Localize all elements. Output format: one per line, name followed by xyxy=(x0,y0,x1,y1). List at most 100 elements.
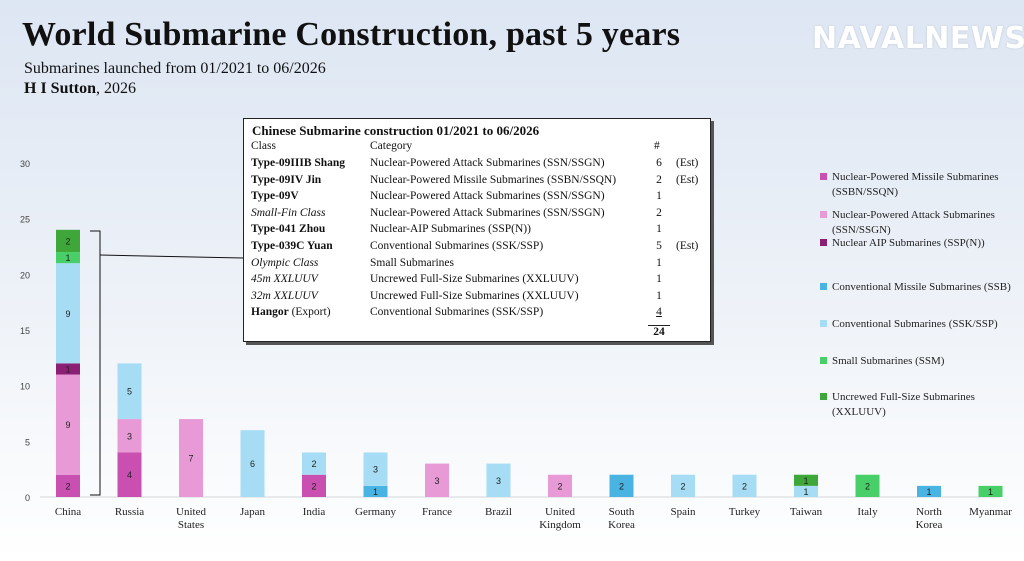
page-title: World Submarine Construction, past 5 yea… xyxy=(22,16,681,53)
submarine-count: 1 xyxy=(656,273,662,286)
byline-year: , 2026 xyxy=(96,80,137,97)
submarine-category: Nuclear-Powered Attack Submarines (SSN/S… xyxy=(370,206,605,219)
data-label: 2 xyxy=(619,481,624,491)
data-label: 1 xyxy=(803,487,808,497)
column-header-class: Class xyxy=(251,140,276,152)
bar-segment-ssn xyxy=(425,463,449,497)
bar-segment-ssk xyxy=(240,430,265,497)
byline: H I Sutton, 2026 xyxy=(24,80,136,98)
submarine-category: Nuclear-Powered Missile Submarines (SSBN… xyxy=(370,173,617,186)
bar-segment-xluuv xyxy=(56,229,80,253)
x-tick-label: Kingdom xyxy=(539,519,581,531)
data-label: 2 xyxy=(865,481,870,491)
legend-label: Nuclear-Powered Missile Submarines (SSBN… xyxy=(832,171,999,198)
x-tick-label: Brazil xyxy=(485,506,512,518)
x-tick-label: China xyxy=(55,506,81,518)
bar-segment-ssk xyxy=(56,263,80,364)
data-label: 2 xyxy=(65,481,70,491)
data-label: 2 xyxy=(742,481,747,491)
x-tick-label: Turkey xyxy=(729,506,761,518)
submarine-count: 1 xyxy=(656,256,662,269)
table-row: Type-039C Yuan Conventional Submarines (S… xyxy=(244,240,710,256)
legend-label: Nuclear-Powered Attack Submarines (SSN/S… xyxy=(832,209,995,236)
submarine-class-name: Olympic Class xyxy=(251,256,319,269)
submarine-class: 45m XXLUUV xyxy=(251,273,318,285)
data-label: 3 xyxy=(127,431,132,441)
data-label: 1 xyxy=(988,487,993,497)
legend-label: Small Submarines (SSM) xyxy=(832,355,945,367)
bar-segment-ssb xyxy=(609,474,634,497)
submarine-count: 1 xyxy=(656,223,662,236)
data-label: 3 xyxy=(373,465,378,475)
bar-segment-ssn xyxy=(179,419,203,497)
submarine-class-name: Type-09IV Jin xyxy=(251,173,322,186)
china-bracket xyxy=(90,230,101,496)
submarine-class: Type-039C Yuan xyxy=(251,240,333,252)
submarine-class-name: Type-039C Yuan xyxy=(251,240,333,252)
submarine-class-name: Small-Fin Class xyxy=(251,206,326,219)
legend-label: Uncrewed Full-Size Submarines (XXLUUV) xyxy=(832,391,975,418)
table-row: 32m XXLUUV Uncrewed Full-Size Submarines … xyxy=(244,290,710,306)
submarine-class-name: Type-09IIIB Shang xyxy=(251,157,346,169)
y-tick-label: 25 xyxy=(20,215,30,225)
data-label: 3 xyxy=(496,476,501,486)
submarine-class-name: Type-09V xyxy=(251,190,299,203)
x-tick-label: United xyxy=(176,506,206,518)
x-tick-label: France xyxy=(422,506,452,518)
submarine-count: 6 xyxy=(656,157,662,169)
data-label: 9 xyxy=(65,309,70,319)
table-row: Small-Fin Class Nuclear-Powered Attack Su… xyxy=(244,207,710,223)
submarine-count: 4 xyxy=(656,306,662,319)
x-tick-label: Taiwan xyxy=(790,506,823,518)
submarine-class: Type-041 Zhou xyxy=(251,223,325,235)
y-tick-label: 5 xyxy=(25,437,30,447)
submarine-class: Olympic Class xyxy=(251,257,318,269)
x-tick-label: Spain xyxy=(670,506,696,518)
submarine-class-name: Hangor xyxy=(251,306,289,319)
data-label: 1 xyxy=(926,487,931,497)
data-label: 7 xyxy=(188,454,193,464)
bar-segment-ssk xyxy=(732,474,757,497)
y-tick-label: 0 xyxy=(25,493,30,503)
column-header-category: Category xyxy=(370,140,413,152)
submarine-count: 2 xyxy=(656,206,662,219)
submarine-count: 5 xyxy=(656,240,662,252)
submarine-class-suffix: (Export) xyxy=(288,306,331,319)
data-label: 2 xyxy=(557,481,562,491)
x-tick-label: India xyxy=(303,506,326,518)
data-label: 2 xyxy=(311,481,316,491)
bar-segment-ssk xyxy=(363,452,388,486)
legend-swatch xyxy=(820,357,827,364)
bar-segment-ssn xyxy=(117,419,142,453)
legend-swatch xyxy=(820,320,827,327)
submarine-count: 1 xyxy=(656,190,662,203)
bar-segment-ssm xyxy=(56,252,80,264)
data-label: 1 xyxy=(373,487,378,497)
china-construction-table: Chinese Submarine construction 01/2021 t… xyxy=(243,118,711,342)
data-label: 6 xyxy=(250,459,255,469)
table-title: Chinese Submarine construction 01/2021 t… xyxy=(252,123,540,138)
legend-swatch xyxy=(820,393,827,400)
bar-segment-ssbn xyxy=(56,474,80,497)
bar-segment-ssm xyxy=(855,474,880,497)
bar-segment-ssk xyxy=(486,463,511,497)
submarine-class: Small-Fin Class xyxy=(251,207,325,219)
bar-segment-ssb xyxy=(363,485,388,497)
submarine-category: Small Submarines xyxy=(370,256,455,269)
data-label: 1 xyxy=(65,253,70,263)
estimate-note: (Est) xyxy=(676,173,699,186)
y-tick-label: 30 xyxy=(20,159,30,169)
bar-segment-ssm xyxy=(978,485,1003,497)
x-tick-label: Korea xyxy=(608,519,635,531)
x-tick-label: States xyxy=(178,519,204,531)
estimate-note: (Est) xyxy=(676,157,699,169)
submarine-category: Nuclear-AIP Submarines (SSP(N)) xyxy=(370,223,531,236)
table-row: Olympic Class Small Submarines 1 xyxy=(244,257,710,273)
legend-label: Conventional Submarines (SSK/SSP) xyxy=(832,318,998,330)
submarine-category: Nuclear-Powered Attack Submarines (SSN/S… xyxy=(370,190,605,203)
submarine-count: 2 xyxy=(656,173,662,186)
submarine-class: Type-09IIIB Shang xyxy=(251,157,345,169)
bar-segment-ssk xyxy=(302,452,326,475)
column-header-count: # xyxy=(654,140,660,152)
